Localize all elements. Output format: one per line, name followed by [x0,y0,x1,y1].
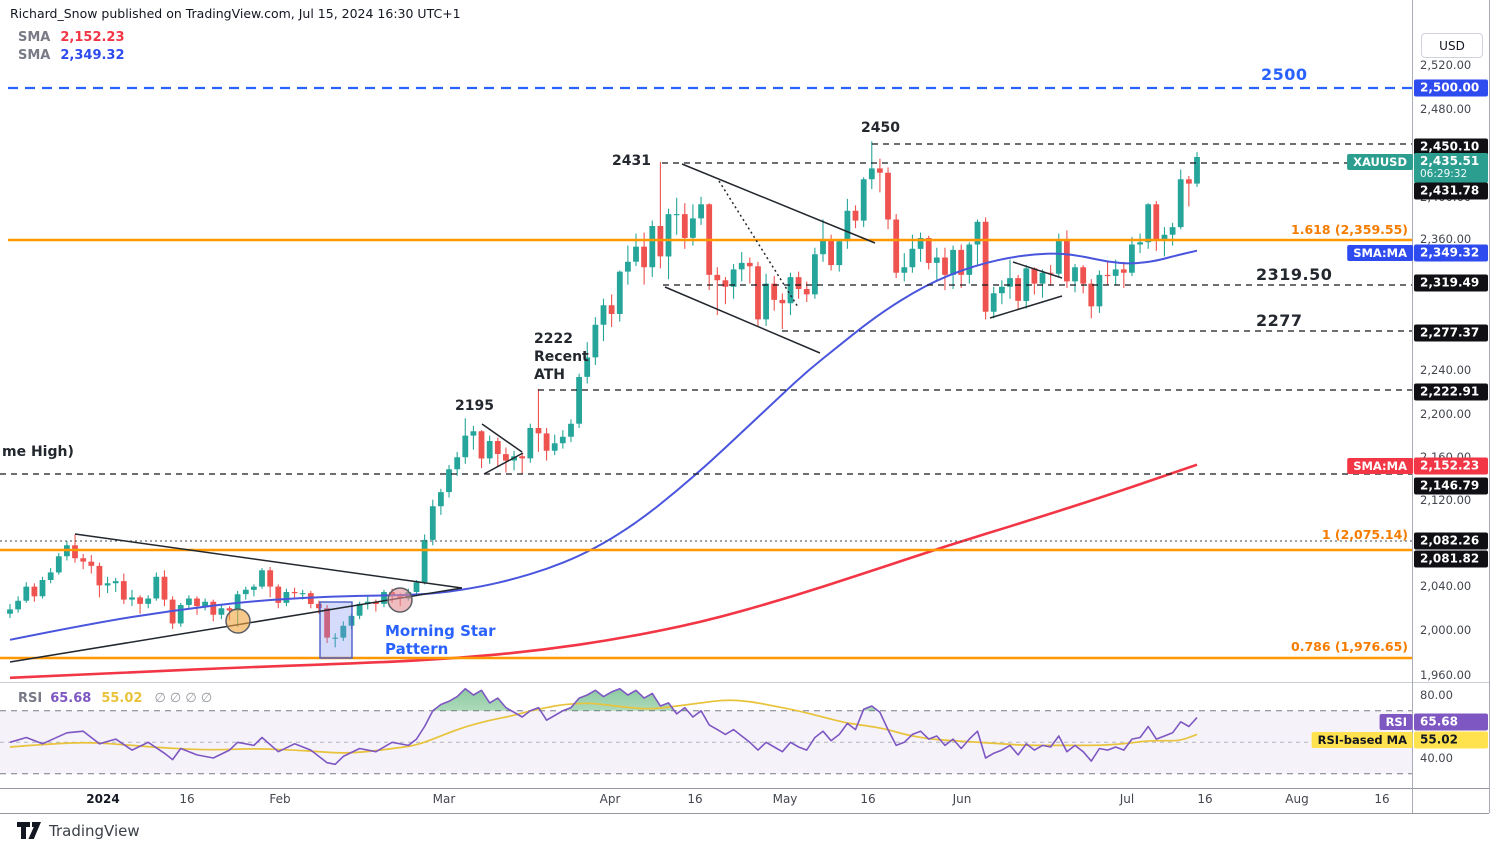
annotation-2450[interactable]: 2450 [861,120,900,136]
price-badge-231949: 2,319.49 [1414,274,1488,292]
series-label-badge-xauusd: XAUUSD [1347,154,1413,170]
series-label-badge-smama: SMA:MA [1347,458,1413,474]
price-badge-243178: 2,431.78 [1414,182,1488,200]
rsi-params: ∅ ∅ ∅ ∅ [154,691,213,706]
publish-byline: Richard_Snow published on TradingView.co… [10,6,461,21]
time-label-2024: 2024 [86,792,120,806]
time-label-16: 16 [179,792,195,806]
time-label-16: 16 [1374,792,1390,806]
pennant2-lower [989,295,1063,319]
time-label-jul: Jul [1119,792,1135,806]
price-badge-208182: 2,081.82 [1414,550,1488,568]
price-badge-214679: 2,146.79 [1414,477,1488,495]
price-badge-5502: 55.02 [1414,731,1488,749]
time-label-may: May [772,792,798,806]
time-label-16: 16 [1197,792,1213,806]
legend-sma-fast[interactable]: SMA 2,152.23 [18,30,125,45]
price-tick-224000: 2,240.00 [1420,363,1472,377]
price-badge-6568: 65.68 [1414,713,1488,731]
price-badge-227737: 2,277.37 [1414,324,1488,342]
series-label-badge-smama: SMA:MA [1347,245,1413,261]
price-badge-250000: 2,500.00 [1414,79,1488,97]
price-badge-222291: 2,222.91 [1414,383,1488,401]
time-label-16: 16 [860,792,876,806]
time-label-apr: Apr [599,792,621,806]
tradingview-logo[interactable]: TradingView [16,821,140,840]
fib-label-0786[interactable]: 0.786 (1,976.65) [1291,639,1408,654]
legend-rsi[interactable]: RSI 65.68 55.02 ∅ ∅ ∅ ∅ [18,691,212,706]
price-badge-208226: 2,082.26 [1414,532,1488,550]
pennant2-upper [1012,261,1063,279]
price-badge-215223: 2,152.23 [1414,457,1488,475]
pennant1-upper [481,423,523,453]
annotation-2319-50[interactable]: 2319.50 [1256,265,1333,284]
doji-marker [387,587,413,613]
tradingview-logo-icon [17,822,41,839]
channel-upper [681,163,876,244]
sma-fast-value: 2,152.23 [60,30,125,45]
fib-label-1618[interactable]: 1.618 (2,359.55) [1291,222,1408,237]
rsi-label: RSI [18,691,43,706]
annotation-2195[interactable]: 2195 [455,398,494,414]
price-badge-234932: 2,349.32 [1414,244,1488,262]
pennant1-lower [483,452,524,475]
currency-button[interactable]: USD [1421,33,1483,58]
time-label-feb: Feb [269,792,291,806]
price-tick-236000: 2,360.00 [1420,232,1472,246]
series-label-badge-rsibasedma: RSI-based MA [1311,732,1413,748]
time-label-16: 16 [687,792,703,806]
sma-slow-value: 2,349.32 [60,48,125,63]
tradingview-logo-text: TradingView [49,821,140,840]
annotation-2500[interactable]: 2500 [1261,65,1308,84]
time-label-jun: Jun [952,792,972,806]
time-axis[interactable]: 2024 16 Feb Mar Apr 16 May 16 Jun Jul 16 Aug 16 [0,789,1412,813]
sma-fast-label: SMA [18,30,51,45]
annotation-2277[interactable]: 2277 [1256,311,1303,330]
price-badge-245010: 2,450.10 [1414,138,1488,156]
price-tick-200000: 2,000.00 [1420,623,1472,637]
morning-star-highlight [319,601,353,659]
price-tick-220000: 2,200.00 [1420,407,1472,421]
time-label-aug: Aug [1285,792,1309,806]
rsi-ma-value: 55.02 [101,691,143,706]
sma-slow-label: SMA [18,48,51,63]
hammer-marker [225,608,251,634]
legend-sma-slow[interactable]: SMA 2,349.32 [18,48,125,63]
annotation-morning-star[interactable]: Morning Star Pattern [385,622,496,658]
price-tick-196000: 1,960.00 [1420,668,1472,682]
price-badge-243551: 2,435.51 06:29:32 [1414,153,1488,183]
price-axis[interactable]: USD 2,520.002,480.002,400.002,360.002,24… [1412,0,1492,813]
series-label-badge-rsi: RSI [1379,714,1413,730]
annotation-recent-ath[interactable]: 2222 Recent ATH [534,331,589,383]
price-tick-204000: 2,040.00 [1420,579,1472,593]
wedge-upper [74,533,463,589]
annotation-all-time-high-clipped[interactable]: me High) [2,444,74,460]
price-tick-212000: 2,120.00 [1420,493,1472,507]
time-label-mar: Mar [432,792,456,806]
annotation-2431[interactable]: 2431 [612,153,651,169]
price-tick-252000: 2,520.00 [1420,58,1472,72]
channel-lower [664,286,821,354]
candlestick-series [7,141,1200,648]
rsi-value: 65.68 [50,691,92,706]
price-tick-4000: 40.00 [1420,751,1453,765]
price-tick-248000: 2,480.00 [1420,102,1472,116]
price-tick-8000: 80.00 [1420,688,1453,702]
fib-label-1[interactable]: 1 (2,075.14) [1321,527,1408,542]
sma-fast-line [9,463,1198,680]
